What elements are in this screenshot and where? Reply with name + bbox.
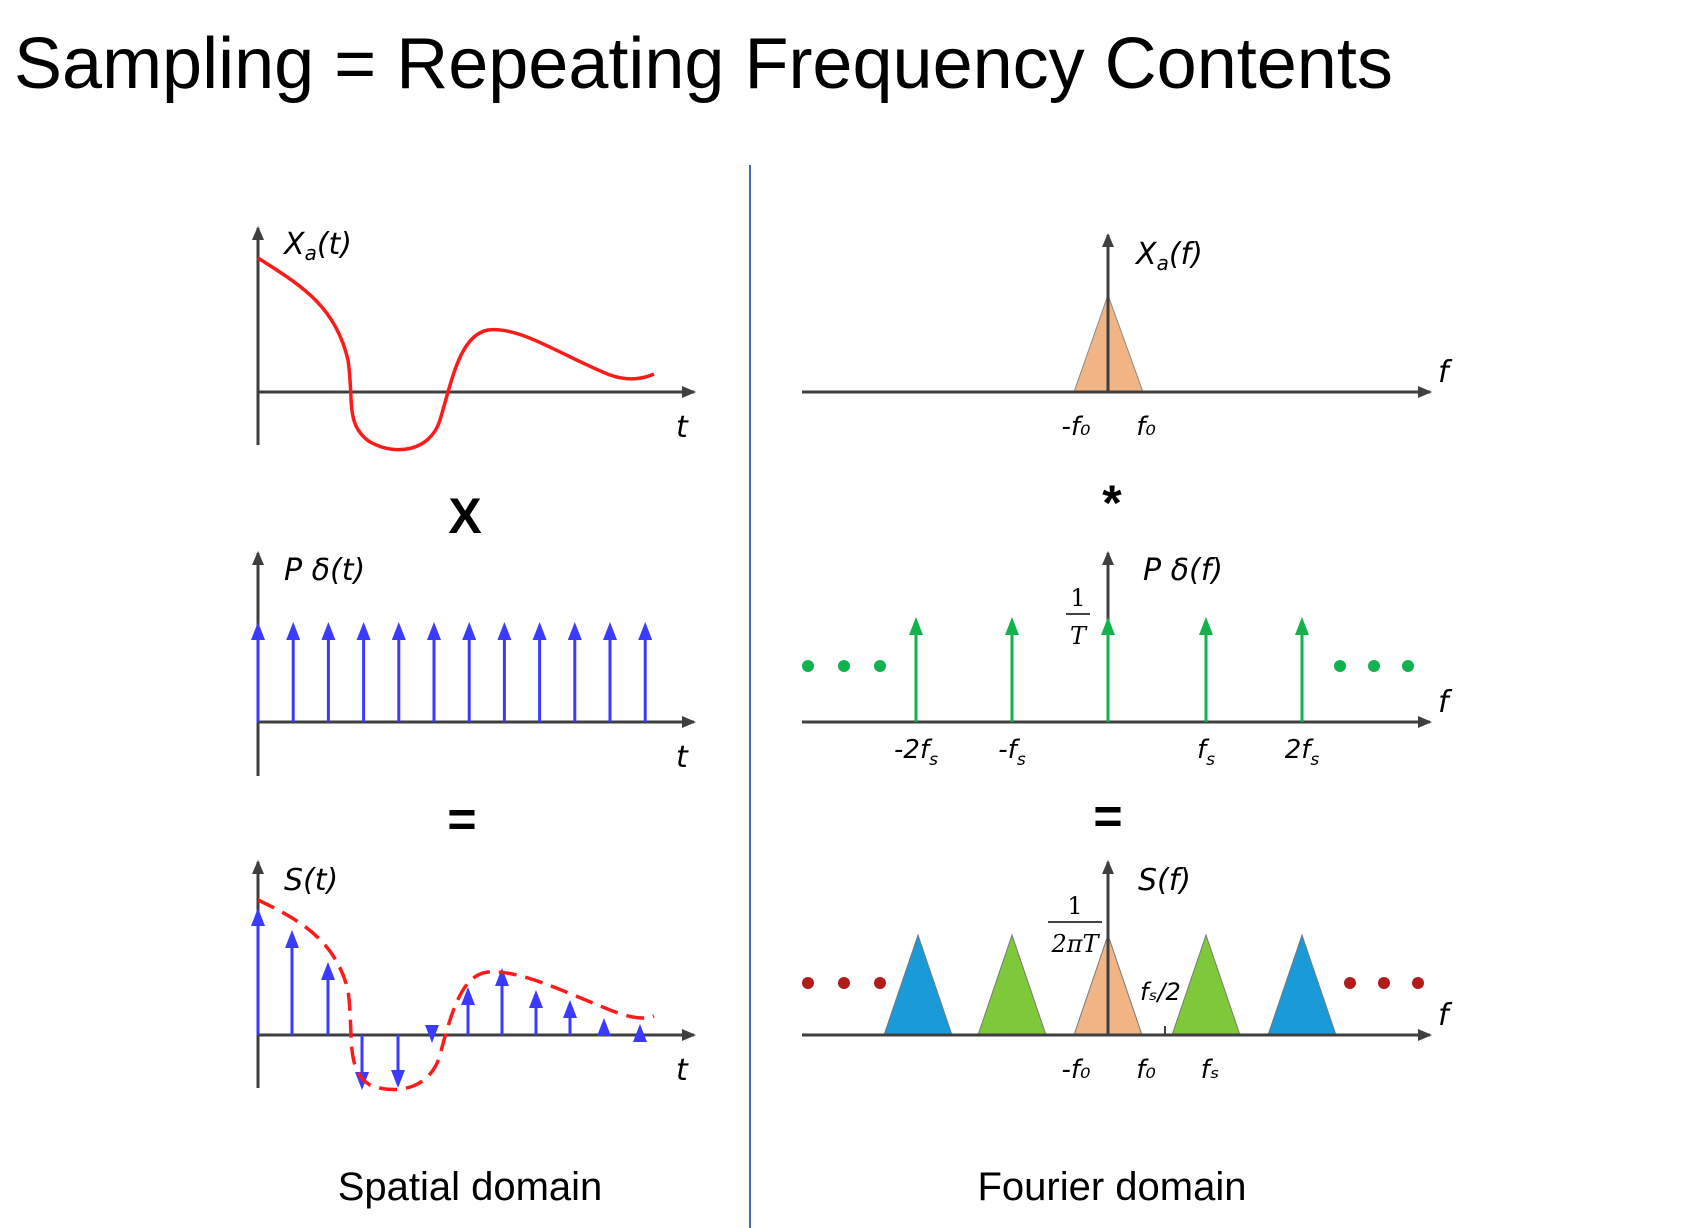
f-axis-label: f	[1438, 355, 1453, 390]
spatial-domain-caption: Spatial domain	[338, 1165, 603, 1209]
time-impulse-train-plot: P δ(t) t	[251, 551, 696, 776]
sampled-label: S(t)	[284, 863, 338, 898]
freq-impulse-arrow	[1295, 617, 1309, 722]
sample-impulse-arrow	[529, 990, 543, 1035]
ellipsis-dots-icon	[1344, 977, 1424, 989]
freq-tick-label: fs	[1197, 735, 1215, 770]
time-impulse-arrow	[321, 622, 336, 722]
sample-impulse-arrow	[251, 908, 265, 1035]
time-impulse-arrow	[638, 622, 653, 722]
t-axis-label: t	[676, 1053, 689, 1088]
f-axis-label: f	[1438, 685, 1453, 720]
ellipsis-dots-icon	[802, 660, 886, 672]
tick-label-f0: f₀	[1136, 1055, 1156, 1085]
freq-impulse-arrow	[909, 617, 923, 722]
impulse-train-label: P δ(t)	[284, 553, 365, 588]
freq-tick-label: 2fs	[1285, 735, 1320, 770]
time-impulse-arrow	[427, 622, 441, 722]
sample-impulse-arrow	[563, 1000, 577, 1035]
tick-label-f0: f₀	[1136, 412, 1156, 442]
freq-tick-label: -fs	[998, 735, 1026, 770]
svg-text:T: T	[1070, 622, 1088, 650]
spectrum-plot: Xa(f) f -f₀ f₀	[802, 233, 1453, 442]
time-impulse-arrow	[391, 622, 406, 722]
sample-impulse-arrow	[321, 962, 335, 1035]
sample-impulse-arrow	[461, 987, 475, 1035]
time-impulse-arrow	[356, 622, 371, 722]
time-impulse-arrow	[497, 622, 512, 722]
f-axis-label: f	[1438, 998, 1453, 1033]
svg-text:1: 1	[1070, 584, 1085, 612]
freq-impulse-arrow	[1199, 617, 1213, 722]
freq-tick-label: -2fs	[894, 735, 938, 770]
signal-label: Xa(t)	[282, 227, 352, 265]
fourier-domain-caption: Fourier domain	[977, 1165, 1246, 1209]
sampled-spectrum-plot: S(f) 1 2πT fₛ/2 f -f₀ f₀ fₛ	[802, 860, 1453, 1085]
equals-operator-fourier: =	[1093, 788, 1122, 844]
sample-impulse-arrow	[391, 1035, 405, 1088]
sample-impulse-arrow	[285, 930, 299, 1035]
tick-label-neg-f0: -f₀	[1062, 412, 1092, 442]
far-replica-triangle	[1267, 933, 1337, 1036]
freq-impulse-arrow	[1101, 617, 1115, 722]
time-impulse-arrow	[462, 622, 477, 722]
multiply-operator: X	[448, 488, 481, 544]
time-impulse-arrow	[532, 622, 547, 722]
near-replica-triangle	[1171, 933, 1241, 1036]
half-sampling-label: fₛ/2	[1140, 978, 1181, 1006]
equals-operator: =	[447, 791, 476, 847]
time-impulse-arrow	[251, 622, 265, 722]
sample-impulse-arrow	[495, 968, 509, 1035]
svg-text:2πT: 2πT	[1050, 930, 1100, 958]
tick-label-neg-f0: -f₀	[1062, 1055, 1092, 1085]
signal-curve	[257, 256, 655, 452]
near-replica-triangle	[977, 933, 1047, 1036]
sample-impulse-arrow	[597, 1018, 611, 1036]
sample-impulse-arrow	[633, 1024, 647, 1042]
freq-impulse-label: P δ(f)	[1143, 553, 1223, 588]
impulse-height-fraction: 1 T	[1066, 584, 1090, 650]
page-title: Sampling = Repeating Frequency Contents	[14, 24, 1393, 104]
sampled-signal-plot: S(t) t	[251, 860, 696, 1092]
envelope-dashed-curve	[257, 898, 655, 1092]
time-signal-plot: Xa(t) t	[252, 226, 696, 452]
ellipsis-dots-icon	[802, 977, 886, 989]
frequency-impulse-train-plot: -2fs -fs fs 2fs P δ(f) 1 T f	[802, 551, 1453, 770]
replica-height-fraction: 1 2πT	[1048, 892, 1102, 958]
time-impulse-arrow	[603, 622, 617, 722]
time-impulse-arrow	[567, 622, 582, 722]
time-impulse-arrow	[286, 622, 301, 722]
sample-impulse-arrow	[425, 1025, 439, 1043]
t-axis-label: t	[676, 740, 689, 775]
spectrum-label: Xa(f)	[1134, 237, 1203, 275]
tick-label-fs: fₛ	[1201, 1055, 1220, 1085]
ellipsis-dots-icon	[1334, 660, 1414, 672]
convolve-operator: *	[1102, 475, 1122, 531]
far-replica-triangle	[883, 933, 953, 1036]
t-axis-label: t	[676, 410, 689, 445]
svg-text:1: 1	[1067, 892, 1082, 920]
freq-impulse-arrow	[1005, 617, 1019, 722]
sampled-spectrum-label: S(f)	[1138, 863, 1191, 898]
